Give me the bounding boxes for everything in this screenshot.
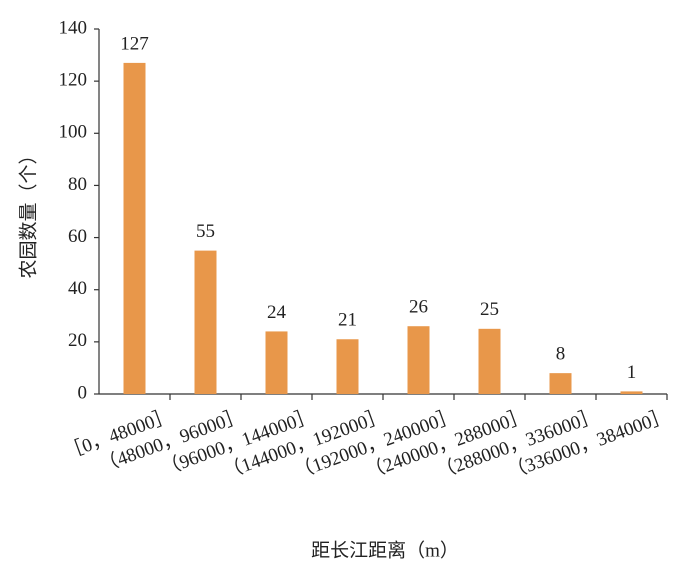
y-tick-label: 60 [68, 226, 87, 247]
y-tick-label: 0 [78, 382, 88, 403]
value-label: 8 [556, 344, 566, 365]
value-label: 127 [120, 33, 149, 54]
bar [478, 328, 501, 394]
value-label: 55 [196, 221, 215, 242]
y-tick-label: 100 [59, 122, 88, 143]
bar [336, 339, 359, 394]
x-axis-label: 距长江距离（m） [311, 539, 459, 561]
bar [194, 250, 217, 394]
y-tick-label: 20 [68, 330, 87, 351]
bar [265, 331, 288, 394]
value-label: 24 [267, 302, 287, 323]
y-tick-label: 40 [68, 278, 87, 299]
bar [549, 373, 572, 394]
value-label: 21 [338, 310, 357, 331]
bar [123, 62, 146, 395]
value-label: 25 [480, 299, 499, 320]
y-tick-label: 140 [59, 17, 88, 38]
y-tick-label: 80 [68, 174, 87, 195]
value-label: 26 [409, 297, 428, 318]
y-tick-label: 120 [59, 70, 88, 91]
value-label: 1 [627, 362, 637, 383]
bar [620, 391, 643, 394]
bar [407, 326, 430, 394]
y-axis-label: 农园数量（个） [17, 145, 39, 278]
